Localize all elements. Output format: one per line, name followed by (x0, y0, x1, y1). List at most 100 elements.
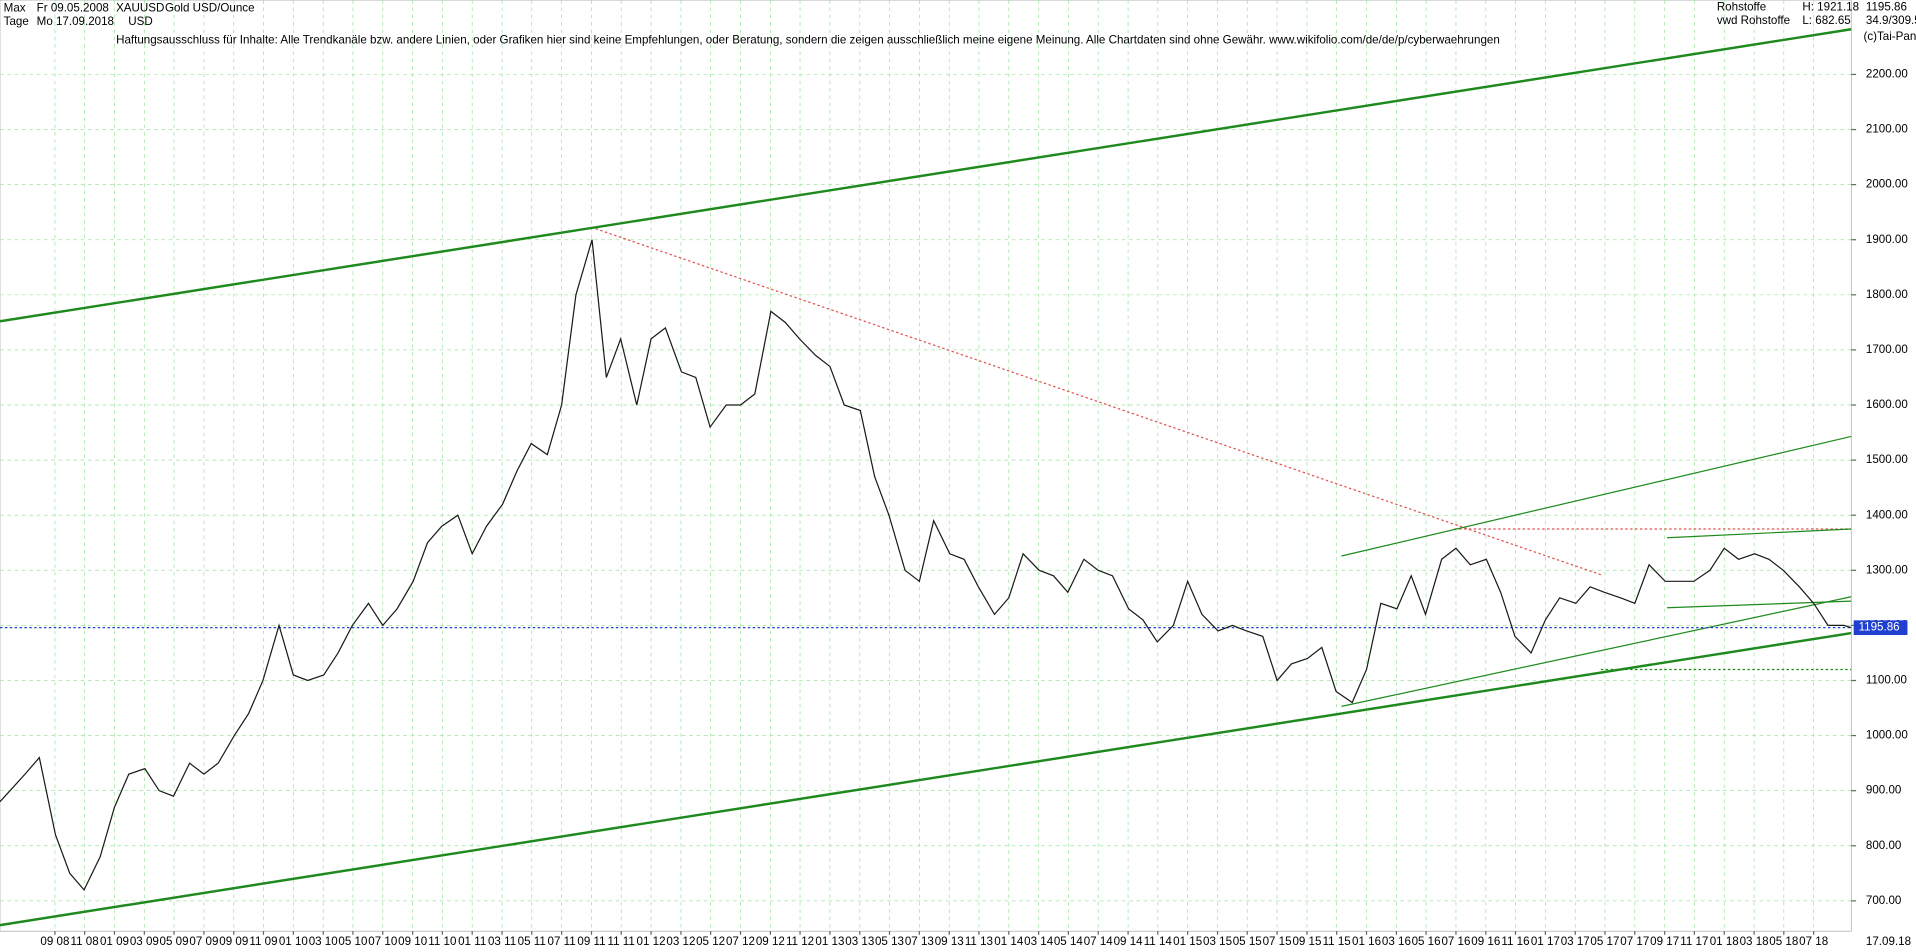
x-tick-label: 03 14 (1024, 935, 1054, 948)
x-tick-label: 07 15 (1263, 935, 1292, 948)
period-label: Tage (4, 15, 29, 28)
grid (0, 0, 1852, 932)
x-tick-label: 09 09 (219, 935, 248, 948)
x-tick-label: 11 16 (1501, 935, 1529, 948)
x-tick-label: 11 11 (608, 935, 635, 948)
x-tick-label: 11 09 (249, 935, 277, 948)
x-tick-label: 01 13 (815, 935, 844, 948)
trend-line (1666, 600, 1852, 609)
x-tick-label: 09 10 (398, 935, 427, 948)
symbol: XAUUSD (116, 2, 164, 15)
x-tick-label: 09 14 (1114, 935, 1144, 948)
source: vwd Rohstoffe (1717, 14, 1790, 27)
x-tick-label: 05 11 (518, 935, 546, 948)
ratio-label: 34.9/309.5 (1866, 14, 1916, 27)
x-tick-label: 01 15 (1173, 935, 1202, 948)
trend-line (595, 228, 1602, 576)
x-tick-label: 05 10 (338, 935, 367, 948)
y-tick-label: 1500.00 (1866, 453, 1908, 466)
x-tick-label: 01 14 (994, 935, 1024, 948)
disclaimer: Haftungsausschluss für Inhalte: Alle Tre… (116, 33, 1500, 46)
x-tick-label: 01 12 (637, 935, 666, 948)
last-price: 1195.86 (1866, 0, 1907, 13)
low-label: L: 682.65 (1802, 14, 1850, 27)
last-price-box (1853, 620, 1908, 636)
x-tick-label: 07 12 (726, 935, 755, 948)
x-tick-label: 03 09 (130, 935, 159, 948)
high-label: H: 1921.18 (1802, 0, 1859, 13)
x-tick-label: 01 17 (1531, 935, 1560, 948)
x-tick-label: 09 08 (40, 935, 69, 948)
x-tick-label: 11 13 (965, 935, 993, 948)
x-tick-label: 03 10 (309, 935, 338, 948)
last-date: 17.09.18 (1866, 935, 1911, 948)
y-tick-label: 2000.00 (1866, 178, 1908, 191)
y-tick-label: 1800.00 (1866, 288, 1908, 301)
trend-line (1666, 528, 1852, 539)
y-tick-label: 900.00 (1866, 784, 1901, 797)
y-tick-label: 2100.00 (1866, 123, 1908, 136)
y-tick-label: 1900.00 (1866, 233, 1908, 246)
x-tick-label: 05 17 (1590, 935, 1619, 948)
x-tick-label: 03 12 (666, 935, 695, 948)
x-tick-label: 09 12 (756, 935, 785, 948)
trend-line (1341, 435, 1852, 557)
y-tick-label: 2200.00 (1866, 67, 1908, 80)
y-tick-label: 1300.00 (1866, 563, 1908, 576)
x-tick-label: 07 09 (189, 935, 218, 948)
x-tick-label: 07 16 (1441, 935, 1470, 948)
x-tick-label: 05 14 (1054, 935, 1084, 948)
y-tick-label: 700.00 (1866, 894, 1901, 907)
trend-line (0, 631, 1852, 927)
trend-line (0, 28, 1852, 323)
x-tick-label: 05 18 (1769, 935, 1798, 948)
x-tick-label: 07 11 (548, 935, 576, 948)
x-tick-label: 01 11 (458, 935, 486, 948)
x-tick-label: 11 15 (1323, 935, 1351, 948)
x-tick-label: 07 13 (905, 935, 934, 948)
x-tick-label: 03 11 (488, 935, 516, 948)
y-tick-label: 800.00 (1866, 839, 1901, 852)
x-tick-label: 01 09 (100, 935, 129, 948)
x-tick-label: 11 14 (1144, 935, 1173, 948)
x-tick-label: 05 12 (696, 935, 725, 948)
range-label: Max (4, 2, 26, 15)
chart-title: Gold USD/Ounce (165, 2, 255, 15)
trend-line (1341, 596, 1852, 707)
copyright: (c)Tai-Pan (1863, 30, 1916, 43)
x-tick-label: 11 12 (786, 935, 814, 948)
y-tick-label: 1700.00 (1866, 343, 1908, 356)
x-tick-label: 05 13 (875, 935, 904, 948)
x-tick-label: 09 15 (1292, 935, 1321, 948)
x-tick-label: 11 17 (1680, 935, 1708, 948)
group: Rohstoffe (1717, 0, 1766, 13)
x-tick-label: 07 14 (1084, 935, 1114, 948)
x-tick-label: 05 16 (1412, 935, 1441, 948)
x-tick-label: 05 09 (160, 935, 189, 948)
x-tick-label: 05 15 (1233, 935, 1262, 948)
x-tick-label: 03 16 (1382, 935, 1411, 948)
x-tick-label: 09 17 (1650, 935, 1679, 948)
x-tick-label: 03 13 (845, 935, 874, 948)
x-tick-label: 09 13 (935, 935, 964, 948)
x-tick-label: 03 17 (1561, 935, 1590, 948)
x-tick-label: 01 10 (279, 935, 308, 948)
currency: USD (128, 15, 152, 28)
y-tick-label: 1100.00 (1866, 674, 1907, 687)
y-tick-label: 1400.00 (1866, 508, 1908, 521)
x-tick-label: 07 10 (368, 935, 397, 948)
x-tick-label: 03 18 (1740, 935, 1769, 948)
x-tick-label: 11 08 (71, 935, 99, 948)
x-tick-label: 11 10 (428, 935, 456, 948)
y-tick-label: 1600.00 (1866, 398, 1908, 411)
x-tick-label: 09 11 (577, 935, 605, 948)
x-tick-label: 03 15 (1203, 935, 1232, 948)
x-tick-label: 09 16 (1471, 935, 1500, 948)
plot-area (0, 0, 1852, 932)
x-tick-label: 01 18 (1710, 935, 1739, 948)
end-date: Mo 17.09.2018 (37, 15, 114, 28)
x-tick-label: 07 18 (1799, 935, 1828, 948)
x-tick-label: 07 17 (1620, 935, 1649, 948)
x-tick-label: 01 16 (1352, 935, 1381, 948)
